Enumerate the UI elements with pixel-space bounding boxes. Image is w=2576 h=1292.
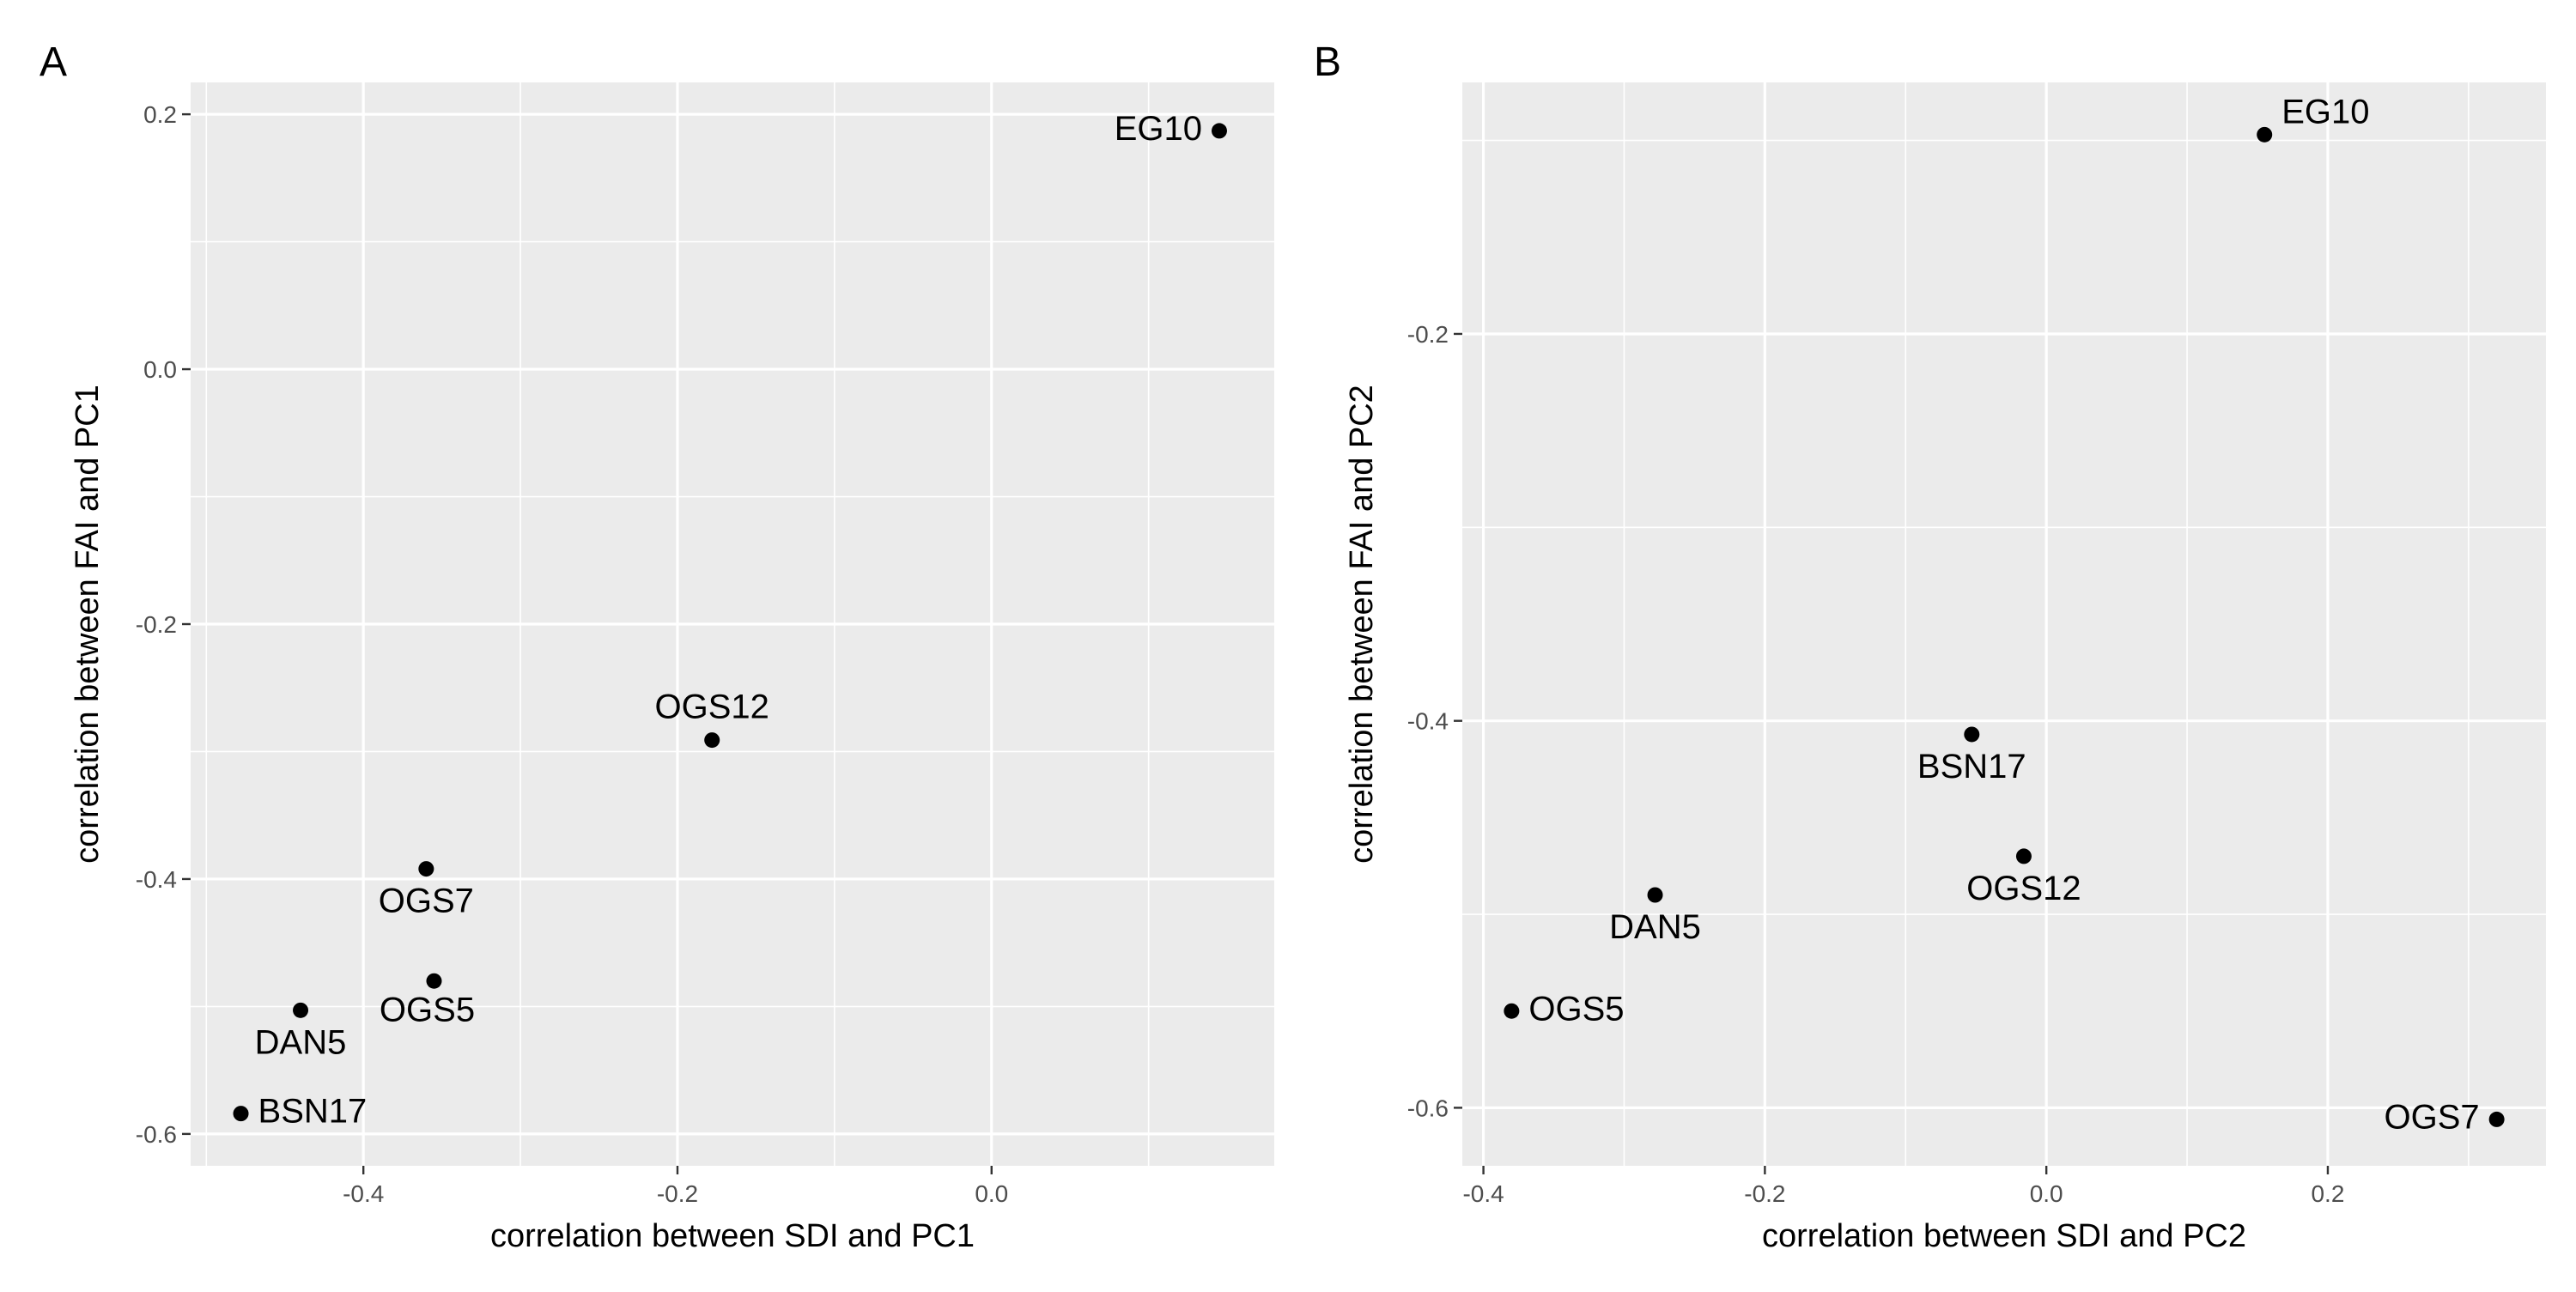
data-point-dan5 <box>1647 887 1663 903</box>
y-axis-title: correlation between FAI and PC1 <box>70 385 106 864</box>
data-point-ogs12 <box>2015 848 2032 864</box>
point-label-eg10: EG10 <box>1115 110 1202 148</box>
y-tick-label: -0.2 <box>136 611 177 638</box>
panel-label: B <box>1314 39 1341 85</box>
point-label-eg10: EG10 <box>2281 93 2369 130</box>
y-tick-label: -0.4 <box>1407 708 1449 735</box>
data-point-eg10 <box>2257 126 2273 143</box>
y-axis-title: correlation between FAI and PC2 <box>1344 385 1380 864</box>
point-label-ogs7: OGS7 <box>2384 1098 2479 1136</box>
x-tick-label: -0.2 <box>657 1180 698 1207</box>
x-tick-label: 0.2 <box>2311 1180 2344 1207</box>
x-tick-label: 0.0 <box>975 1180 1008 1207</box>
data-point-ogs5 <box>1504 1003 1520 1019</box>
data-point-ogs12 <box>704 732 720 749</box>
y-tick-label: -0.2 <box>1407 321 1449 348</box>
data-point-bsn17 <box>1964 726 1980 743</box>
y-tick-label: 0.2 <box>143 101 177 128</box>
point-label-ogs12: OGS12 <box>1966 870 2081 907</box>
x-tick-label: -0.4 <box>1462 1180 1504 1207</box>
x-tick-label: -0.2 <box>1744 1180 1785 1207</box>
plot-background <box>1462 82 2546 1166</box>
data-point-eg10 <box>1211 123 1227 139</box>
y-tick-label: -0.6 <box>136 1121 177 1148</box>
point-label-ogs12: OGS12 <box>655 688 769 726</box>
point-label-dan5: DAN5 <box>1609 908 1701 946</box>
data-point-ogs7 <box>2488 1111 2505 1127</box>
data-point-ogs7 <box>418 861 434 877</box>
point-label-dan5: DAN5 <box>255 1023 347 1061</box>
y-tick-label: 0.0 <box>143 356 177 383</box>
panel-a: -0.4 -0.2 0.0 -0.6 -0.4 -0.2 0.0 0.2 EG10 OGS12 OG… <box>39 39 1274 1254</box>
point-label-bsn17: BSN17 <box>1917 748 2026 786</box>
data-point-ogs5 <box>426 973 442 989</box>
x-tick-label: 0.0 <box>2030 1180 2063 1207</box>
panel-label: A <box>39 39 67 85</box>
data-point-dan5 <box>293 1002 309 1018</box>
y-tick-label: -0.6 <box>1407 1095 1449 1121</box>
data-point-bsn17 <box>233 1106 249 1122</box>
panel-b: -0.4 -0.2 0.0 0.2 -0.6 -0.4 -0.2 EG10 BSN17 OGS12… <box>1314 39 2546 1254</box>
x-tick-label: -0.4 <box>343 1180 384 1207</box>
point-label-ogs7: OGS7 <box>379 883 474 920</box>
point-label-ogs5: OGS5 <box>380 991 475 1028</box>
point-label-bsn17: BSN17 <box>258 1093 368 1131</box>
x-axis-title: correlation between SDI and PC2 <box>1762 1218 2246 1254</box>
point-label-ogs5: OGS5 <box>1528 990 1624 1028</box>
y-tick-label: -0.4 <box>136 866 177 893</box>
x-axis-title: correlation between SDI and PC1 <box>490 1218 975 1254</box>
